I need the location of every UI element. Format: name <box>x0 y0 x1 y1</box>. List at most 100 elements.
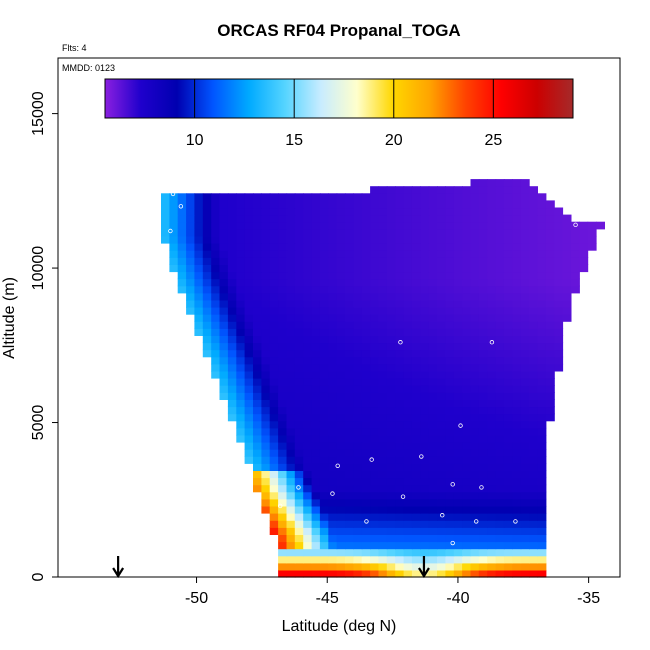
heatmap-cell <box>445 214 455 223</box>
heatmap-cell <box>319 207 329 216</box>
heatmap-cell <box>278 534 288 543</box>
heatmap-cell <box>529 335 538 344</box>
heatmap-cell <box>512 200 522 209</box>
heatmap-cell <box>403 285 413 294</box>
heatmap-cell <box>319 399 329 408</box>
heatmap-cell <box>512 292 522 301</box>
heatmap-cell <box>345 385 354 393</box>
heatmap-cell <box>311 498 321 507</box>
heatmap-cell <box>554 356 564 365</box>
heatmap-cell <box>395 207 405 216</box>
heatmap-cell <box>336 200 346 209</box>
heatmap-cell <box>378 498 388 507</box>
heatmap-cell <box>353 207 363 216</box>
heatmap-cell <box>370 513 380 521</box>
heatmap-cell <box>269 335 279 344</box>
heatmap-cell <box>462 505 472 514</box>
heatmap-cell <box>487 342 497 351</box>
heatmap-cell <box>411 534 421 543</box>
heatmap-cell <box>478 214 488 223</box>
heatmap-cell <box>520 370 530 379</box>
heatmap-cell <box>453 470 463 479</box>
heatmap-cell <box>420 427 430 436</box>
heatmap-cell <box>294 555 304 564</box>
heatmap-cell <box>303 257 313 265</box>
heatmap-cell <box>545 307 555 315</box>
heatmap-cell <box>386 342 396 351</box>
heatmap-cell <box>253 349 262 358</box>
heatmap-cell <box>445 264 455 273</box>
heatmap-cell <box>512 271 522 280</box>
heatmap-cell <box>403 569 413 578</box>
heatmap-cell <box>537 314 547 322</box>
heatmap-cell <box>386 513 396 521</box>
heatmap-cell <box>236 399 246 408</box>
heatmap-cell <box>353 314 363 322</box>
heatmap-cell <box>319 321 329 329</box>
heatmap-cell <box>386 207 396 216</box>
heatmap-cell <box>286 264 296 273</box>
heatmap-cell <box>520 228 530 237</box>
heatmap-cell <box>529 186 538 194</box>
heatmap-cell <box>478 420 488 429</box>
heatmap-cell <box>386 392 396 400</box>
heatmap-cell <box>345 413 354 422</box>
heatmap-cell <box>244 200 254 209</box>
heatmap-cell <box>520 278 530 287</box>
heatmap-cell <box>194 321 204 329</box>
heatmap-cell <box>278 314 288 322</box>
heatmap-cell <box>286 228 296 237</box>
heatmap-cell <box>411 385 421 393</box>
heatmap-cell <box>386 299 396 308</box>
heatmap-cell <box>520 243 530 251</box>
heatmap-cell <box>278 399 288 408</box>
heatmap-cell <box>378 434 388 443</box>
heatmap-cell <box>470 498 480 507</box>
heatmap-cell <box>227 406 237 415</box>
heatmap-cell <box>227 399 237 408</box>
heatmap-cell <box>319 328 329 336</box>
heatmap-cell <box>570 235 580 244</box>
heatmap-cell <box>336 520 346 528</box>
heatmap-cell <box>303 250 313 258</box>
heatmap-cell <box>512 342 522 351</box>
heatmap-cell <box>529 207 538 216</box>
heatmap-cell <box>386 449 396 457</box>
heatmap-cell <box>353 349 363 358</box>
heatmap-cell <box>495 356 505 365</box>
heatmap-cell <box>244 349 254 358</box>
heatmap-cell <box>361 342 371 351</box>
heatmap-cell <box>286 449 296 457</box>
heatmap-cell <box>261 243 271 251</box>
heatmap-cell <box>286 392 296 400</box>
heatmap-cell <box>453 505 463 514</box>
heatmap-cell <box>336 243 346 251</box>
heatmap-cell <box>512 434 522 443</box>
heatmap-cell <box>227 285 237 294</box>
heatmap-cell <box>278 527 288 535</box>
heatmap-cell <box>545 200 555 209</box>
heatmap-cell <box>437 264 446 273</box>
sample-point <box>450 540 455 546</box>
heatmap-cell <box>495 235 505 244</box>
heatmap-cell <box>353 321 363 329</box>
heatmap-cell <box>361 555 371 564</box>
heatmap-cell <box>403 413 413 422</box>
heatmap-cell <box>403 427 413 436</box>
heatmap-cell <box>303 271 313 280</box>
heatmap-cell <box>537 328 547 336</box>
heatmap-cell <box>478 193 488 201</box>
heatmap-cell <box>445 370 455 379</box>
heatmap-cell <box>378 264 388 273</box>
heatmap-cell <box>194 307 204 315</box>
heatmap-cell <box>370 307 380 315</box>
heatmap-cell <box>495 534 505 543</box>
heatmap-cell <box>437 505 446 514</box>
heatmap-cell <box>386 321 396 329</box>
heatmap-cell <box>462 385 472 393</box>
heatmap-cell <box>227 385 237 393</box>
heatmap-cell <box>512 214 522 223</box>
heatmap-cell <box>545 257 555 265</box>
heatmap-cell <box>529 406 538 415</box>
plot-area <box>112 179 605 579</box>
